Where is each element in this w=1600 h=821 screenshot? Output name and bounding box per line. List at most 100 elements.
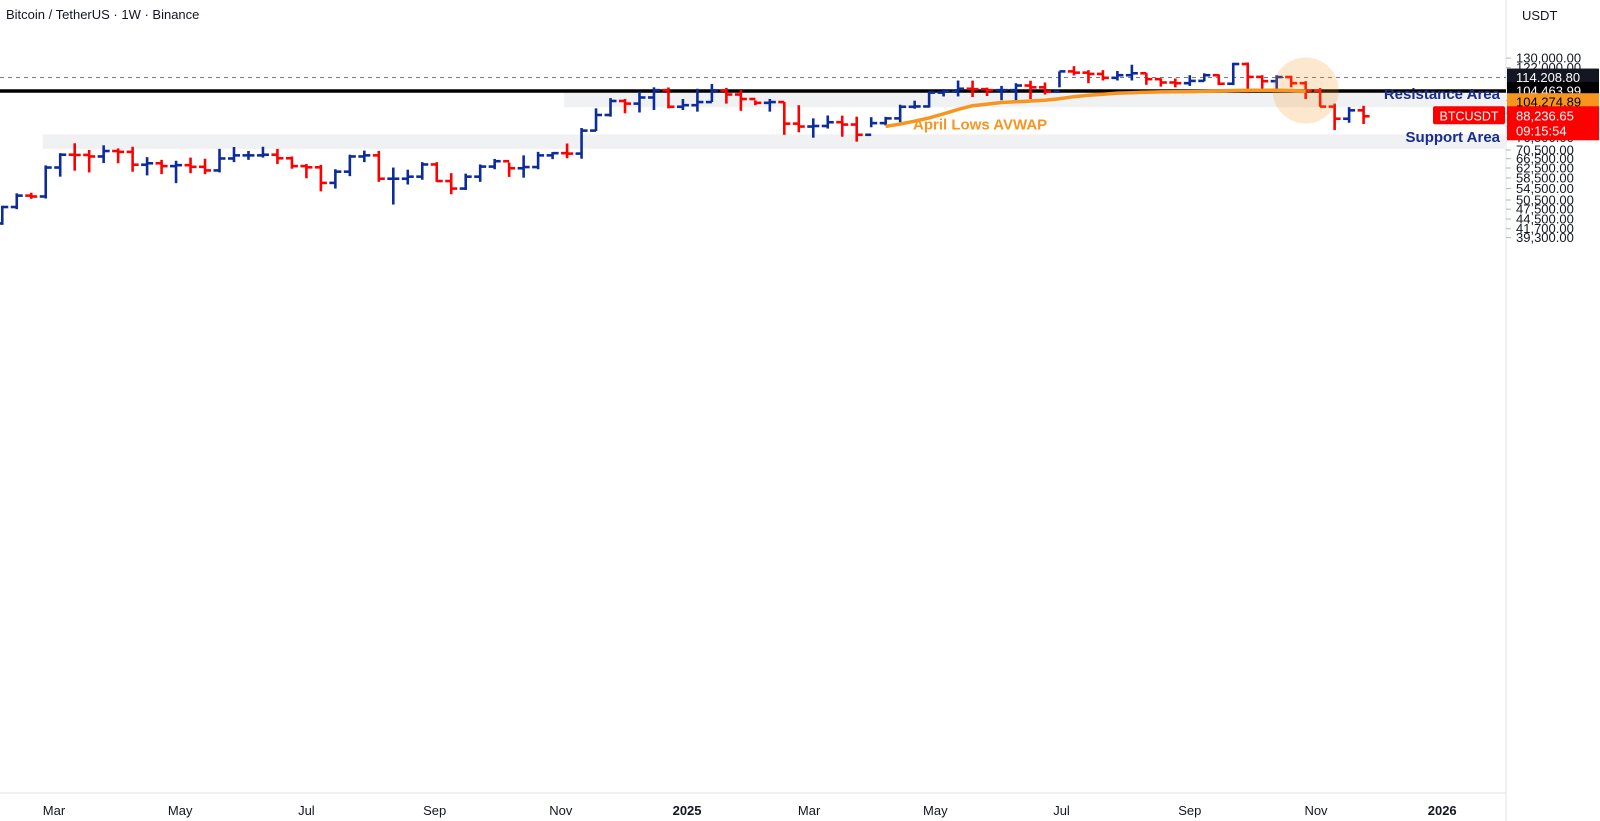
ohlc-bar [25,192,38,199]
ohlc-bar [807,118,820,138]
ohlc-bar [1024,80,1037,99]
ohlc-bar [662,87,675,109]
ohlc-bar [112,148,125,164]
ohlc-bar [981,87,994,96]
resistance-area-label: Resistance Area [1384,86,1501,103]
x-tick-label: 2026 [1428,803,1457,818]
ohlc-bar [561,143,574,159]
x-tick-label: Mar [43,803,66,818]
ohlc-bar [705,84,718,104]
ohlc-bar [734,90,747,111]
ohlc-bar [532,151,545,170]
ohlc-bar [937,89,950,97]
x-tick-label: Jul [1053,803,1070,818]
last-price-tag-bg [1507,106,1599,141]
x-tick-label: May [168,803,193,818]
ohlc-bar [1053,70,1066,93]
x-tick-label: Sep [1178,803,1201,818]
ohlc-bar [314,164,327,192]
ohlc-bar [836,115,849,137]
ohlc-bar [647,87,660,111]
ohlc-bar [850,116,863,142]
ohlc-bar [39,165,52,199]
y-tick-label: 66,500.00 [1516,151,1574,166]
ohlc-bar [1241,62,1254,94]
ohlc-bar [778,100,791,135]
ohlc-bar [1270,75,1283,91]
ohlc-bar [83,149,96,173]
ohlc-bar [1038,82,1051,95]
ohlc-bar [633,91,646,113]
x-tick-label: Jul [298,803,315,818]
ohlc-bars [0,62,1370,225]
ohlc-bar [1082,70,1095,84]
currency-label[interactable]: USDT [1522,8,1558,23]
ohlc-bar [619,98,632,114]
ohlc-bar [1183,75,1196,86]
ohlc-bar [10,193,23,210]
ohlc-bar [1169,78,1182,88]
ohlc-bar [1227,62,1240,86]
ohlc-bar [720,87,733,104]
ohlc-bar [271,148,284,164]
ohlc-bar [141,157,154,176]
ohlc-bar [54,153,67,177]
ohlc-bar [865,117,878,137]
x-tick-label: 2025 [673,803,702,818]
ohlc-bar [1198,73,1211,83]
ohlc-bar [97,145,110,164]
ohlc-bar [416,162,429,180]
ohlc-bar [474,164,487,182]
ohlc-bar [0,205,9,225]
y-tick-label: 62,500.00 [1516,161,1574,176]
ohlc-bar [199,158,212,175]
ohlc-bar [285,156,298,169]
april-lows-avwap-label: April Lows AVWAP [913,116,1047,133]
x-tick-label: Mar [798,803,821,818]
ohlc-bar [590,108,603,132]
ohlc-bar [170,160,183,184]
chart-title: Bitcoin / TetherUS · 1W · Binance [6,7,200,22]
ohlc-bar [923,91,936,108]
avwap-line [885,88,1306,129]
ohlc-bar [792,105,805,133]
ohlc-bar [459,173,472,190]
ohlc-bar [546,151,559,160]
ohlc-bar [676,98,689,111]
x-tick-label: Sep [423,803,446,818]
ohlc-bar [517,155,530,178]
ohlc-bar [749,97,762,106]
ohlc-bar [1010,83,1023,101]
ohlc-bar [213,148,226,173]
countdown-timer: 09:15:54 [1516,123,1567,138]
ohlc-bar [1111,71,1124,81]
ohlc-bar [372,151,385,182]
ohlc-bar [1314,88,1327,108]
ohlc-bar [821,115,834,129]
support-area-label: Support Area [1406,129,1501,146]
ohlc-bar [966,80,979,98]
ohlc-bar [691,88,704,112]
ohlc-bar [227,146,240,163]
ohlc-bar [488,158,501,170]
ohlc-bar [329,169,342,189]
ohlc-bar [1328,103,1341,131]
x-tick-label: Nov [549,803,573,818]
ohlc-bar [68,143,81,171]
ohlc-bar [1256,75,1269,91]
ohlc-bar [1096,70,1109,81]
support-area-zone [42,134,1505,149]
symbol-tag: BTCUSDT [1439,109,1498,123]
x-tick-label: May [923,803,948,818]
ohlc-bar [763,98,776,112]
highlight-circle [1272,57,1339,124]
y-tick-label: 54,500.00 [1516,181,1574,196]
last-price-value: 88,236.65 [1516,108,1574,123]
y-tick-label: 44,500.00 [1516,211,1574,226]
ohlc-bar [126,146,139,172]
ohlc-bar [879,116,892,126]
ohlc-bar [358,150,371,163]
ohlc-bar [575,128,588,159]
ohlc-bar [1285,75,1298,88]
